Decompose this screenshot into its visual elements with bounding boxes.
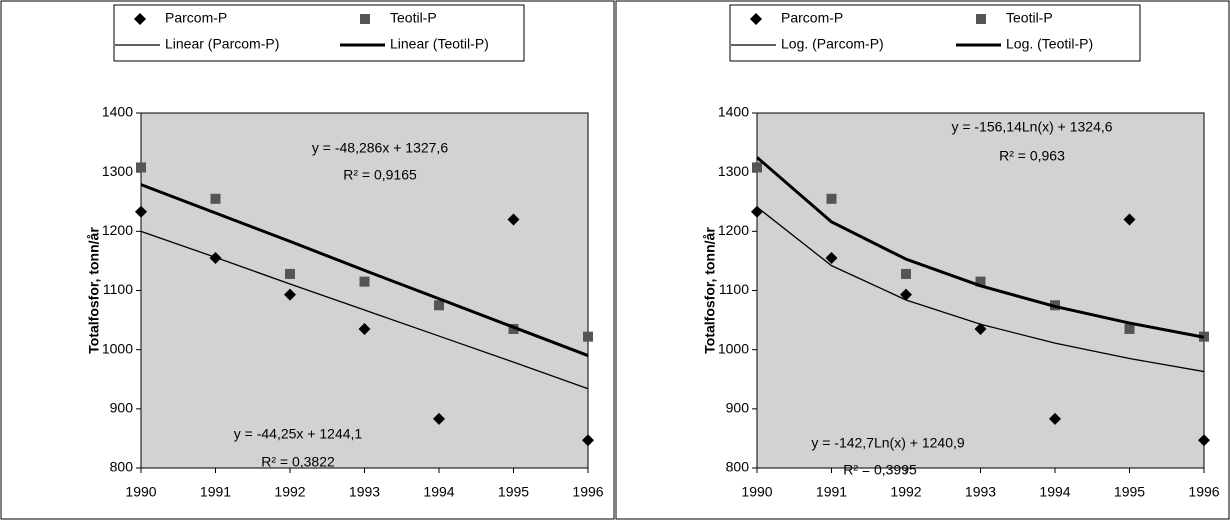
y-tick-label: 1000 <box>718 340 749 356</box>
legend-marker <box>750 13 762 25</box>
y-tick-label: 1300 <box>718 163 749 179</box>
data-point <box>752 162 762 173</box>
x-tick-label: 1992 <box>274 484 305 500</box>
data-point <box>826 193 837 204</box>
legend-label: Parcom-P <box>165 10 227 26</box>
legend-marker <box>134 13 146 25</box>
data-point <box>1123 213 1136 226</box>
y-tick-label: 1400 <box>102 104 133 120</box>
annotation: R² = 0,963 <box>999 148 1065 164</box>
data-point <box>285 268 295 279</box>
trend-line <box>140 230 589 390</box>
data-point <box>135 205 147 218</box>
y-axis-label: Totalfosfor, tonn/år <box>702 227 718 354</box>
data-point <box>974 322 987 335</box>
data-point <box>284 288 296 301</box>
data-point <box>901 268 911 279</box>
legend <box>113 4 525 62</box>
legend-label: Log. (Teotil-P) <box>1006 36 1093 52</box>
y-tick-label: 1100 <box>103 281 133 297</box>
y-tick-label: 1200 <box>102 222 133 238</box>
y-axis-label: Totalfosfor, tonn/år <box>86 227 102 354</box>
x-tick-label: 1995 <box>1114 484 1145 500</box>
data-point <box>583 331 593 342</box>
legend-label: Linear (Parcom-P) <box>165 36 279 52</box>
x-tick-label: 1996 <box>572 484 603 500</box>
annotation: y = -44,25x + 1244,1 <box>234 426 363 442</box>
data-point <box>358 322 371 335</box>
data-point <box>975 276 986 287</box>
x-tick-label: 1995 <box>498 484 529 500</box>
legend-label: Teotil-P <box>390 10 437 26</box>
legend-label: Teotil-P <box>1006 10 1053 26</box>
data-point <box>359 276 370 287</box>
x-tick-label: 1991 <box>816 484 847 500</box>
x-tick-label: 1993 <box>965 484 996 500</box>
annotation: R² = 0,3995 <box>843 462 917 478</box>
legend-label: Linear (Teotil-P) <box>390 36 489 52</box>
plot-area <box>756 112 1205 469</box>
x-tick-label: 1992 <box>890 484 921 500</box>
y-tick-label: 1400 <box>718 104 749 120</box>
data-point <box>136 162 146 173</box>
trend-line <box>140 183 589 357</box>
y-tick-label: 1000 <box>102 340 133 356</box>
y-tick-label: 900 <box>110 400 134 416</box>
annotation: R² = 0,9165 <box>343 167 417 183</box>
y-tick-label: 1200 <box>718 222 749 238</box>
x-tick-label: 1991 <box>200 484 231 500</box>
data-point <box>1049 412 1061 425</box>
y-tick-label: 1100 <box>719 281 749 297</box>
legend-marker <box>360 14 370 24</box>
legend <box>729 4 1141 62</box>
x-tick-label: 1994 <box>423 484 454 500</box>
trend-line <box>756 206 1205 373</box>
data-point <box>507 213 520 226</box>
data-point <box>1124 323 1135 334</box>
y-tick-label: 900 <box>726 400 750 416</box>
x-tick-label: 1996 <box>1188 484 1219 500</box>
annotation: y = -142,7Ln(x) + 1240,9 <box>811 435 965 451</box>
x-tick-label: 1990 <box>741 484 772 500</box>
x-tick-label: 1990 <box>125 484 156 500</box>
data-point <box>900 288 912 301</box>
annotation: y = -48,286x + 1327,6 <box>312 140 448 156</box>
trend-line <box>756 156 1205 339</box>
annotation: R² = 0,3822 <box>261 454 335 470</box>
data-point <box>508 323 519 334</box>
y-tick-label: 800 <box>110 459 134 475</box>
annotation: y = -156,14Ln(x) + 1324,6 <box>951 119 1112 135</box>
x-tick-label: 1993 <box>349 484 380 500</box>
data-point <box>582 434 594 447</box>
y-tick-label: 1300 <box>102 163 133 179</box>
x-tick-label: 1994 <box>1039 484 1070 500</box>
plot-area <box>140 112 589 469</box>
legend-label: Log. (Parcom-P) <box>781 36 884 52</box>
legend-marker <box>976 14 986 24</box>
data-point <box>1198 434 1210 447</box>
data-point <box>434 300 444 311</box>
data-point <box>825 251 838 264</box>
data-point <box>210 193 221 204</box>
y-tick-label: 800 <box>726 459 750 475</box>
legend-label: Parcom-P <box>781 10 843 26</box>
data-point <box>433 412 445 425</box>
